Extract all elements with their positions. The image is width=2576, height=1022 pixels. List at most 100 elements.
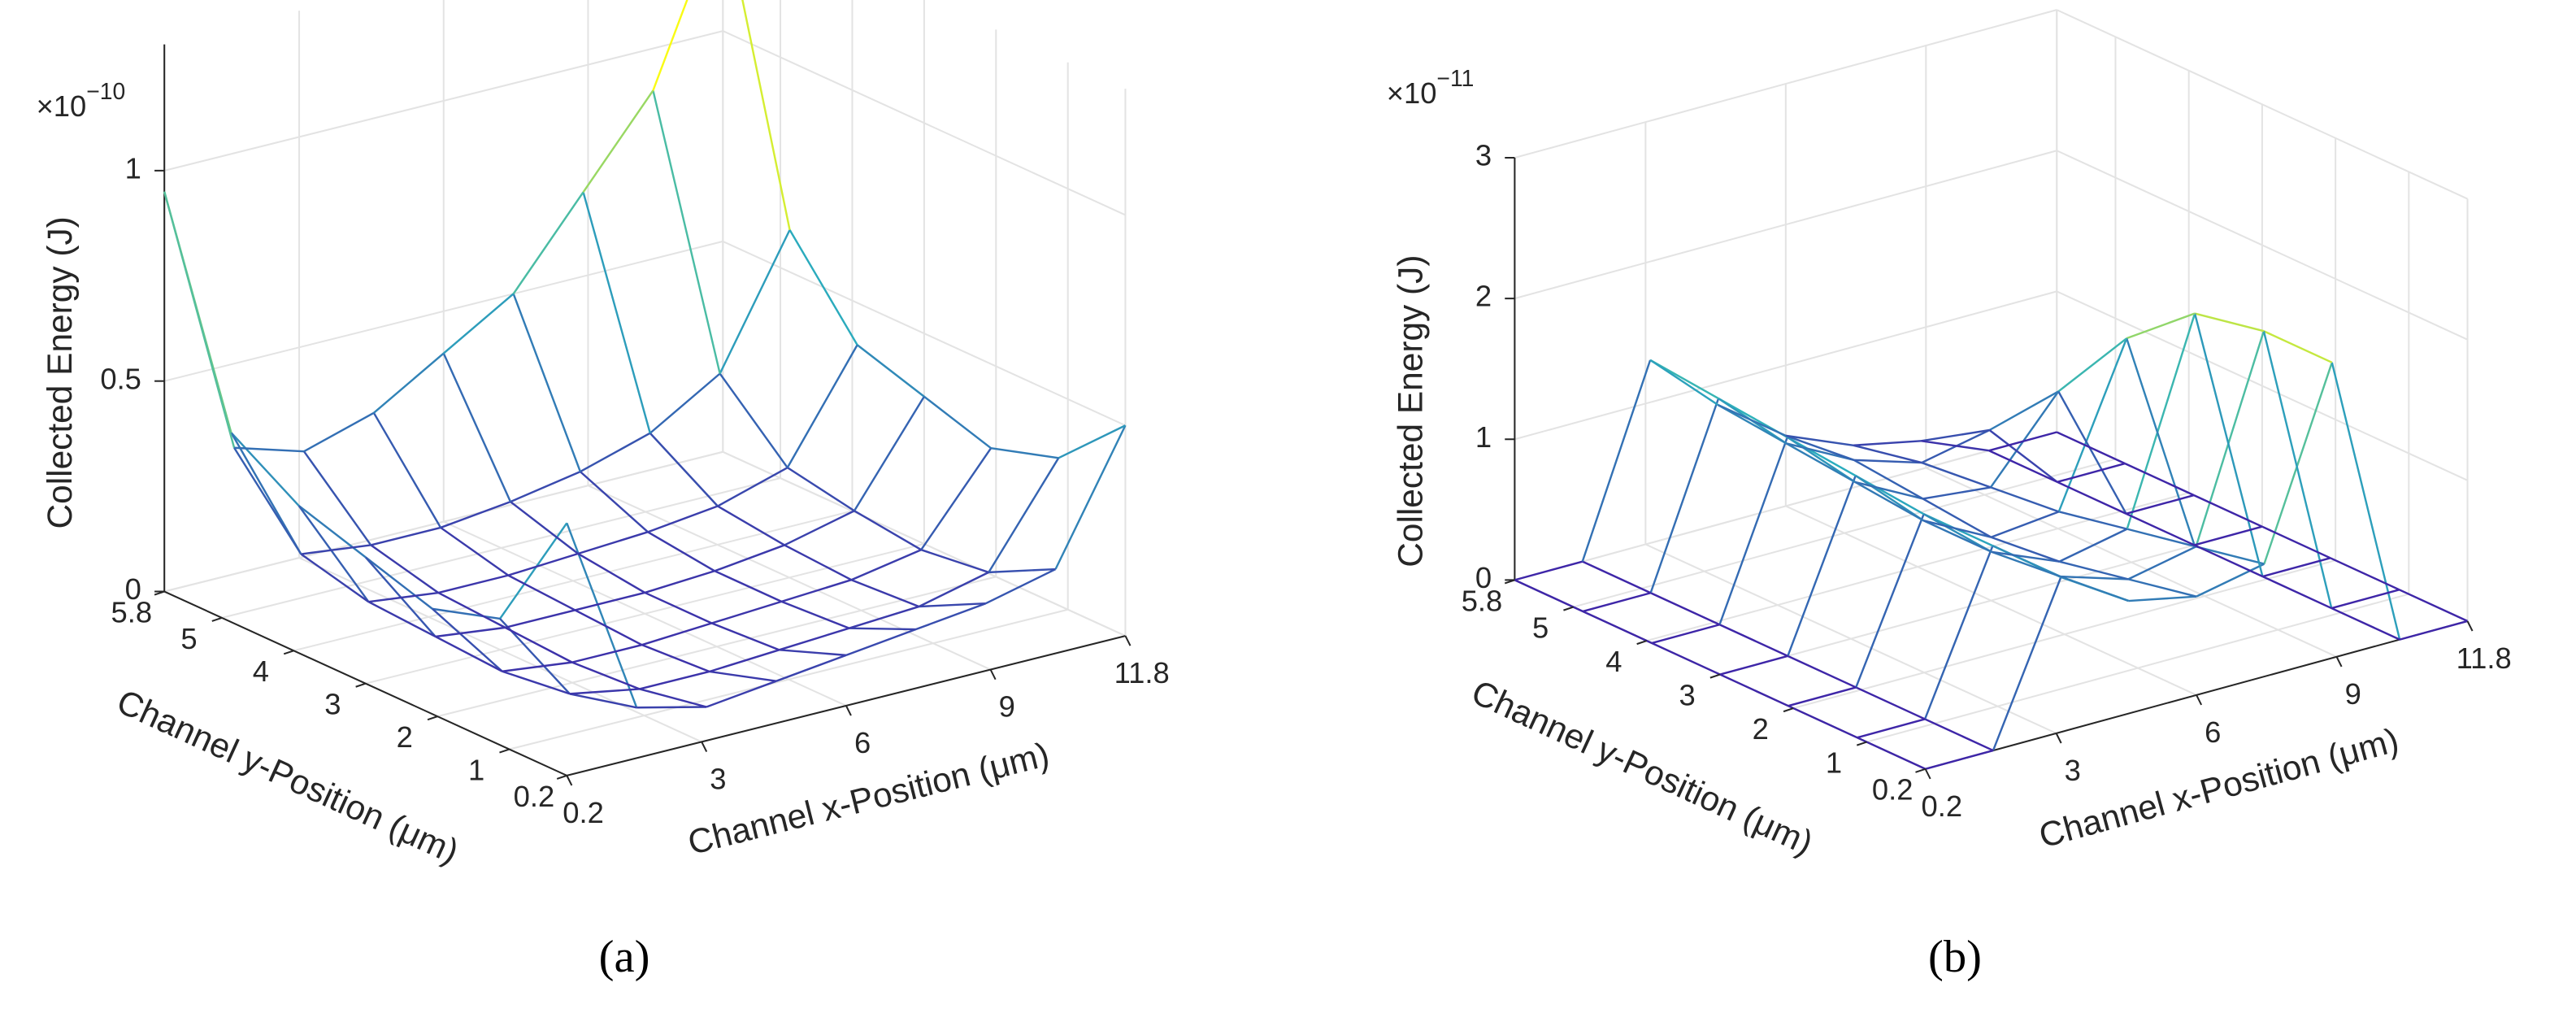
mesh-line [2126, 494, 2195, 515]
x-tick-label: 9 [2345, 677, 2361, 711]
y-tick [1563, 606, 1574, 611]
y-tick-label: 4 [253, 655, 269, 688]
grid-line [722, 30, 1126, 216]
y-tick-label: 5.8 [1462, 584, 1503, 617]
mesh-line [1788, 686, 1857, 707]
mesh-line [442, 353, 512, 502]
grid-line [365, 542, 925, 685]
mesh-line [1922, 520, 1992, 553]
mesh-line [1853, 444, 1922, 464]
mesh-line [163, 191, 236, 449]
z-tick-label: 0.5 [100, 362, 141, 395]
mesh-line [1514, 560, 1583, 581]
mesh-line [788, 229, 858, 346]
y-tick [1636, 640, 1648, 646]
mesh-line [1514, 579, 1583, 613]
mesh-line [1649, 359, 1719, 407]
mesh-line [714, 544, 785, 572]
grid-line [2056, 9, 2468, 200]
mesh-line [709, 670, 777, 682]
y-tick [556, 774, 567, 780]
z-tick-label: 1 [125, 151, 141, 185]
x-tick-label: 0.2 [563, 796, 604, 829]
z-axis-label: Collected Energy (J) [41, 216, 79, 528]
y-tick-label: 3 [324, 688, 341, 721]
mesh-line [781, 579, 852, 603]
mesh-line [717, 467, 788, 507]
mesh-line [2193, 494, 2263, 528]
z-tick-label: 2 [1475, 280, 1492, 313]
grid-line [2056, 290, 2468, 481]
mesh-line [1857, 718, 1926, 739]
x-tick-label: 6 [2205, 715, 2221, 749]
mesh-line [652, 0, 689, 91]
mesh-line [2399, 589, 2469, 623]
mesh-line [915, 602, 987, 631]
mesh-line [1719, 655, 1788, 676]
y-tick-label: 1 [1826, 746, 1842, 779]
mesh-line [923, 395, 992, 450]
z-multiplier: ×10 [1387, 76, 1437, 110]
grid-line [163, 240, 723, 382]
mesh-line [786, 344, 858, 468]
mesh-line [580, 471, 649, 533]
mesh-line [582, 192, 651, 434]
mesh-line [779, 649, 846, 657]
mesh-line [234, 446, 305, 453]
y-tick [1709, 673, 1721, 679]
y-tick [355, 682, 367, 688]
x-tick-label: 6 [854, 726, 871, 759]
mesh-line [2195, 330, 2265, 547]
mesh-line [988, 568, 1056, 574]
mesh-line [580, 432, 651, 473]
z-tick-label: 0 [1475, 561, 1492, 594]
mesh-line [850, 549, 922, 581]
mesh-line [1924, 718, 1994, 752]
mesh-line [2126, 312, 2196, 340]
mesh-line [440, 526, 509, 576]
mesh-line [2126, 512, 2196, 546]
mesh-line [2126, 528, 2196, 548]
mesh-line [512, 191, 584, 295]
x-tick [845, 705, 852, 716]
mesh-line [1581, 359, 1652, 563]
z-multiplier: ×10 [37, 89, 87, 123]
mesh-line [2331, 607, 2400, 641]
mesh-line [2194, 544, 2263, 578]
mesh-line [1785, 442, 1856, 483]
mesh-line [2196, 546, 2265, 565]
mesh-line [641, 644, 710, 673]
mesh-line [719, 372, 788, 468]
mesh-line [502, 661, 572, 672]
y-tick [1915, 768, 1926, 773]
mesh-line [1921, 428, 1990, 442]
mesh-line [2060, 575, 2130, 602]
grid-line [293, 510, 853, 652]
z-tick-label: 0 [125, 572, 141, 606]
mesh-line [849, 605, 919, 629]
mesh-line [302, 450, 372, 546]
mesh-line [2126, 337, 2196, 546]
mesh-line [856, 344, 925, 398]
grid-line [437, 576, 997, 718]
mesh-line [1854, 481, 1924, 522]
mesh-line [1989, 390, 2060, 489]
mesh-line [1788, 705, 1858, 739]
mesh-line [2194, 312, 2265, 333]
x-tick [701, 741, 708, 752]
mesh-line [510, 470, 581, 503]
mesh-line [990, 447, 1059, 459]
y-axis-label: Channel y-Position (μm) [1466, 672, 1818, 862]
mesh-line [775, 654, 847, 682]
mesh-line [717, 505, 785, 546]
mesh-line [1923, 545, 1994, 720]
y-tick-label: 5.8 [111, 595, 153, 628]
mesh-line [440, 500, 511, 529]
grid-line [1792, 559, 2336, 710]
mesh-line [507, 574, 576, 611]
mesh-line [854, 510, 922, 551]
mesh-line [1857, 737, 1927, 770]
mesh-line [784, 544, 852, 581]
mesh-line [569, 688, 640, 695]
grid-line [1514, 9, 2057, 159]
